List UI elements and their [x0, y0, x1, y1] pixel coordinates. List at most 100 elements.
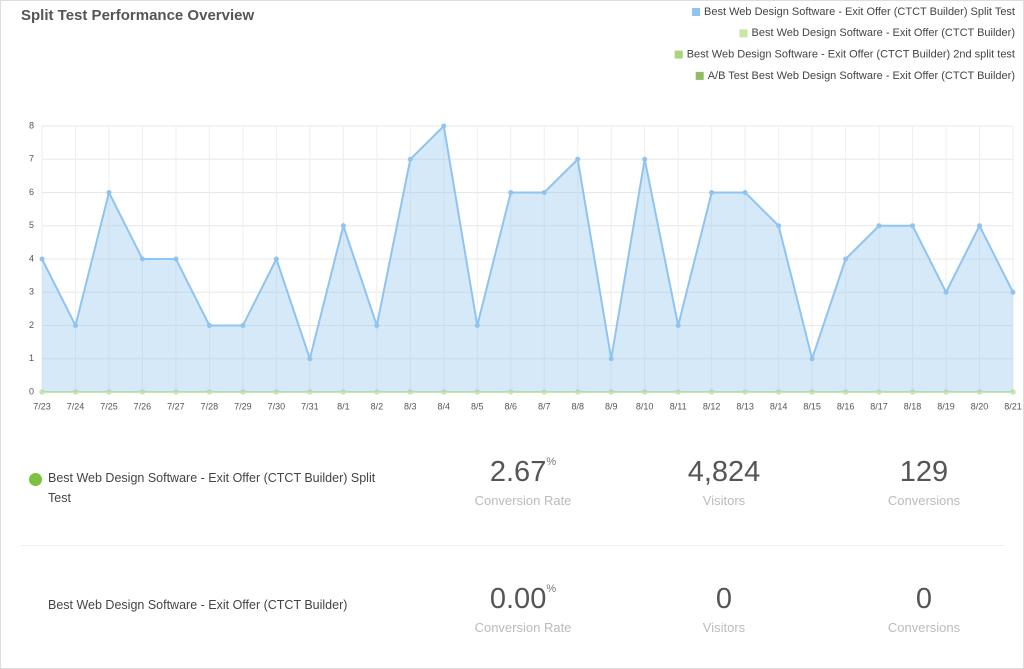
- point: [72, 389, 78, 395]
- stat: 2.67% Conversion Rate: [423, 456, 623, 508]
- x-tick-label: 7/28: [201, 401, 219, 411]
- point: [441, 389, 447, 395]
- point: [843, 389, 849, 395]
- legend-swatch: [695, 71, 704, 80]
- point: [575, 156, 581, 162]
- point: [508, 190, 514, 195]
- point: [240, 323, 246, 328]
- y-tick-label: 2: [29, 320, 34, 330]
- point: [72, 323, 78, 328]
- legend-label: Best Web Design Software - Exit Offer (C…: [687, 49, 1015, 61]
- point: [240, 389, 246, 395]
- point: [173, 256, 179, 262]
- x-tick-label: 7/23: [33, 401, 51, 411]
- point: [340, 389, 346, 395]
- x-tick-label: 7/31: [301, 401, 319, 411]
- variant-name: Best Web Design Software - Exit Offer (C…: [48, 598, 348, 612]
- y-tick-label: 7: [29, 154, 34, 164]
- legend-label: Best Web Design Software - Exit Offer (C…: [704, 6, 1015, 18]
- x-tick-label: 8/17: [870, 401, 888, 411]
- point: [340, 223, 346, 229]
- x-tick-label: 8/9: [605, 401, 618, 411]
- point: [977, 389, 983, 395]
- result-row: Best Web Design Software - Exit Offer (C…: [21, 456, 1005, 526]
- point: [776, 223, 782, 229]
- point: [642, 389, 648, 395]
- x-tick-label: 8/21: [1004, 401, 1022, 411]
- stat-number: 0: [715, 583, 733, 615]
- point: [910, 389, 916, 395]
- point: [374, 389, 380, 395]
- stat-unit: %: [546, 583, 557, 595]
- y-tick-label: 3: [29, 287, 34, 297]
- x-tick-label: 8/20: [971, 401, 989, 411]
- point: [608, 356, 614, 362]
- point: [307, 389, 313, 395]
- point: [307, 356, 313, 362]
- point: [407, 156, 413, 162]
- point: [742, 190, 748, 195]
- stat-label: Conversions: [887, 620, 961, 635]
- point: [273, 256, 279, 262]
- point: [139, 389, 145, 395]
- stat: 129 Conversions: [824, 456, 1023, 508]
- y-tick-label: 6: [29, 187, 34, 197]
- point: [876, 389, 882, 395]
- point: [206, 389, 212, 395]
- point: [508, 389, 514, 395]
- x-tick-label: 8/11: [670, 401, 687, 411]
- stat-value: 0: [824, 583, 1023, 616]
- stat-number: 0.00: [489, 583, 547, 615]
- stat-label: Visitors: [702, 493, 746, 508]
- legend-swatch: [739, 29, 748, 38]
- x-tick-label: 7/29: [234, 401, 252, 411]
- point: [441, 123, 447, 129]
- y-tick-label: 0: [29, 386, 34, 396]
- x-tick-label: 8/19: [937, 401, 955, 411]
- x-tick-label: 8/3: [404, 401, 417, 411]
- x-tick-label: 8/14: [770, 401, 788, 411]
- point: [675, 389, 681, 395]
- line: [41, 123, 1014, 363]
- legend-label: A/B Test Best Web Design Software - Exit…: [708, 70, 1015, 82]
- x-tick-label: 7/24: [67, 401, 85, 411]
- separator: [21, 545, 1005, 546]
- stat-value: 129: [824, 456, 1023, 489]
- stat-value: 4,824: [624, 456, 824, 489]
- point: [541, 190, 547, 195]
- y-tick-label: 5: [29, 220, 34, 230]
- point: [608, 389, 614, 395]
- y-tick-label: 1: [29, 353, 34, 363]
- point: [39, 389, 45, 395]
- stat-value: 0.00%: [423, 583, 623, 616]
- x-tick-label: 8/15: [803, 401, 821, 411]
- x-tick-label: 7/27: [167, 401, 185, 411]
- point: [977, 223, 983, 229]
- x-tick-label: 8/12: [703, 401, 721, 411]
- stat-number: 129: [899, 456, 949, 488]
- point: [173, 389, 179, 395]
- point: [776, 389, 782, 395]
- x-tick-label: 8/13: [736, 401, 754, 411]
- point: [106, 389, 112, 395]
- x-tick-label: 8/8: [571, 401, 584, 411]
- point: [1010, 289, 1016, 295]
- point: [474, 323, 480, 328]
- stat: 0.00% Conversion Rate: [423, 583, 623, 635]
- point: [742, 389, 748, 395]
- point: [273, 389, 279, 395]
- stat-number: 4,824: [687, 456, 761, 488]
- point: [575, 389, 581, 395]
- x-tick-label: 7/30: [268, 401, 286, 411]
- point: [642, 156, 648, 162]
- area: [42, 126, 1013, 392]
- result-row: Best Web Design Software - Exit Offer (C…: [21, 583, 1005, 653]
- point: [39, 256, 45, 262]
- stat: 4,824 Visitors: [624, 456, 824, 508]
- point: [910, 223, 916, 229]
- x-tick-label: 8/6: [505, 401, 518, 411]
- x-tick-label: 8/18: [904, 401, 922, 411]
- point: [809, 389, 815, 395]
- point: [809, 356, 815, 362]
